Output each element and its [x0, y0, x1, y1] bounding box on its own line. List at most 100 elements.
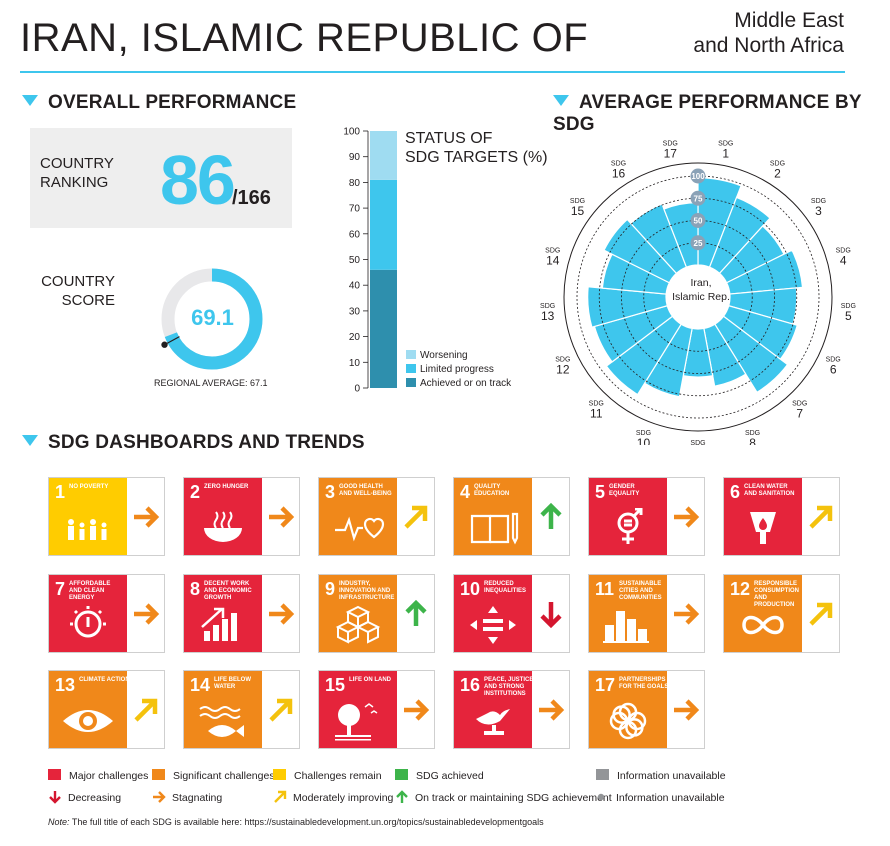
sdg-tile-2[interactable]: 2 Zero hunger	[183, 477, 300, 556]
status-bar-worsening	[370, 131, 397, 180]
status-tick-label: 50	[349, 255, 361, 266]
legend-info-label: Information unavailable	[617, 770, 726, 782]
sdg-tile-10[interactable]: 10 Reduced inequalities	[453, 574, 570, 653]
radial-sdg-prefix: SDG	[636, 430, 651, 437]
legend-info2: Information unavailable	[596, 790, 725, 804]
legend-info2-label: Information unavailable	[616, 792, 725, 804]
sdg-tile-number: 3	[325, 482, 336, 502]
sdg-tile-number: 7	[55, 579, 66, 599]
sdg-tile-16[interactable]: 16 Peace, justice and strong institutions	[453, 670, 570, 749]
sdg-tile-number: 1	[55, 482, 66, 502]
sdg-tile-13[interactable]: 13 Climate action	[48, 670, 165, 749]
infinity-icon	[742, 615, 784, 635]
fish-icon	[199, 706, 244, 737]
status-tick-label: 10	[349, 358, 361, 369]
score-donut	[161, 268, 263, 370]
region-line-2: and North Africa	[693, 34, 844, 57]
sdg-tile-color-8: 8 Decent work and economic growth	[184, 575, 262, 652]
footnote-text: The full title of each SDG is available …	[69, 817, 544, 827]
arrow-right-icon	[153, 791, 166, 803]
sdg-tile-17[interactable]: 17 Partnerships for the goals	[588, 670, 705, 749]
arrow-up-right-icon	[274, 790, 287, 803]
radial-center-line-2: Islamic Rep.	[672, 291, 730, 303]
sdg-tile-number: 15	[325, 675, 346, 695]
rank-value: 86	[160, 141, 236, 219]
status-legend-limited-label: Limited progress	[420, 364, 494, 375]
legend-ontrack-label: On track or maintaining SDG achievement	[415, 792, 612, 804]
radial-center-label: Iran, Islamic Rep.	[656, 276, 746, 304]
sdg-tile-5[interactable]: 5 Gender equality	[588, 477, 705, 556]
ranking-label-2: RANKING	[40, 174, 109, 191]
sdg-tile-12[interactable]: 12 Responsible consumption and production	[723, 574, 840, 653]
legend-remain: Challenges remain	[273, 769, 382, 782]
region-label: Middle East and North Africa	[693, 8, 844, 58]
arrow-right-icon	[134, 603, 160, 625]
sdg-tile-14[interactable]: 14 Life below water	[183, 670, 300, 749]
radial-sdg-number: 12	[556, 362, 570, 376]
sdg-tile-15[interactable]: 15 Life on land	[318, 670, 435, 749]
radial-sdg-number: 15	[571, 204, 585, 218]
radial-sdg-prefix: SDG	[811, 198, 826, 205]
sdg-tile-number: 12	[730, 579, 751, 599]
radial-scale-marker	[690, 168, 706, 184]
sdg-tile-4[interactable]: 4 Quality education	[453, 477, 570, 556]
bowl-icon	[204, 511, 242, 542]
radial-scale-label: 100	[691, 172, 705, 181]
legend-moderate: Moderately improving	[273, 790, 393, 804]
sdg-tile-11[interactable]: 11 Sustainable cities and communities	[588, 574, 705, 653]
sdg-tile-color-1: 1 No poverty	[49, 478, 127, 555]
sdg-tile-7[interactable]: 7 Affordable and clean energy	[48, 574, 165, 653]
radial-scale-marker	[690, 190, 706, 206]
overall-section-label: OVERALL PERFORMANCE	[48, 92, 297, 113]
radial-sdg-prefix: SDG	[841, 303, 856, 310]
radial-center-line-1: Iran,	[690, 277, 712, 289]
score-label: COUNTRY SCORE	[40, 272, 115, 310]
sdg-tile-6[interactable]: 6 Clean water and sanitation	[723, 477, 840, 556]
sdg-tile-color-16: 16 Peace, justice and strong institutions	[454, 671, 533, 748]
arrow-right-icon	[134, 506, 160, 528]
sdg-tile-9[interactable]: 9 Industry, innovation and infrastructure	[318, 574, 435, 653]
status-legend-achieved-label: Achieved or on track	[420, 378, 512, 389]
radial-sdg-prefix: SDG	[545, 248, 560, 255]
sdg-tile-name: Affordable and clean energy	[69, 581, 111, 601]
sdg-tile-color-6: 6 Clean water and sanitation	[724, 478, 802, 555]
status-legend-achieved: Achieved or on track	[406, 378, 511, 392]
arrow-up-icon	[405, 599, 427, 626]
sdg-tile-number: 6	[730, 482, 741, 502]
heartbeat-icon	[335, 516, 385, 542]
arrow-right-icon	[539, 699, 565, 721]
header-divider	[20, 71, 845, 73]
radial-scale-marker	[690, 235, 706, 251]
sdg-tile-name: Climate action	[79, 677, 130, 683]
sdg-tile-8[interactable]: 8 Decent work and economic growth	[183, 574, 300, 653]
section-triangle-icon	[22, 95, 38, 106]
status-tick-label: 60	[349, 229, 361, 240]
radial-sdg-prefix: SDG	[718, 141, 733, 148]
arrow-right-icon	[269, 506, 295, 528]
country-title: IRAN, ISLAMIC REPUBLIC OF	[20, 16, 589, 60]
arrow-right-icon	[674, 603, 700, 625]
radial-sdg-number: 13	[541, 309, 555, 323]
arrow-up-icon	[540, 502, 562, 529]
sdg-tile-number: 13	[55, 675, 76, 695]
legend-major: Major challenges	[48, 769, 148, 782]
sdg-tile-3[interactable]: 3 Good health and well-being	[318, 477, 435, 556]
ranking-label: COUNTRY RANKING	[40, 154, 114, 192]
score-value: 69.1	[191, 305, 234, 330]
sdg-tile-number: 16	[460, 675, 481, 695]
radial-sdg-number: 1	[722, 147, 729, 161]
sdg-tile-1[interactable]: 1 No poverty	[48, 477, 165, 556]
status-stack	[370, 131, 397, 388]
city-icon	[603, 611, 649, 643]
score-label-2: SCORE	[61, 292, 115, 309]
section-triangle-icon	[553, 95, 569, 106]
status-title: STATUS OF SDG TARGETS (%)	[405, 129, 548, 167]
status-legend-worsening: Worsening	[406, 350, 511, 364]
sdg-tile-color-12: 12 Responsible consumption and production	[724, 575, 802, 652]
gray-dot-icon	[597, 793, 605, 801]
sdg-tile-color-2: 2 Zero hunger	[184, 478, 262, 555]
status-tick-label: 70	[349, 204, 361, 215]
status-title-2: SDG TARGETS (%)	[405, 149, 548, 166]
radial-sdg-number: 7	[796, 407, 803, 421]
radial-sdg-prefix: SDG	[555, 356, 570, 363]
